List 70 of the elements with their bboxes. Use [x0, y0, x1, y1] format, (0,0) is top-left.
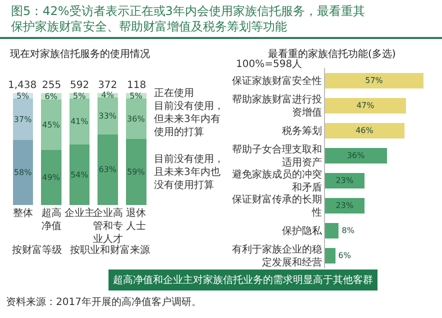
y-tick-label: 帮助子女合理支取和适用资产: [232, 144, 322, 168]
data-label: 58%: [14, 168, 32, 178]
bar: [98, 134, 118, 205]
text: 按职业和财富来源: [70, 244, 150, 256]
bar: [12, 140, 34, 205]
data-label: 5%: [130, 91, 143, 100]
bar: [324, 222, 339, 238]
data-label: 37%: [14, 114, 32, 124]
x-tick-label: 企业高管和专业人才: [92, 207, 123, 245]
bar: [41, 100, 62, 150]
y-tick-label: 保护隐私: [282, 225, 323, 237]
data-label: 49%: [42, 173, 60, 182]
data-label: 5%: [73, 91, 86, 100]
data-label: 6%: [338, 251, 352, 260]
data-label: 8%: [342, 226, 355, 235]
data-label: 57%: [365, 76, 384, 85]
bar: [324, 248, 336, 264]
data-label: 4%: [101, 90, 114, 100]
annotation: 255: [42, 80, 62, 91]
annotation: 118: [127, 80, 146, 91]
data-label: 45%: [42, 120, 60, 130]
bar: [324, 72, 424, 88]
bar: [126, 138, 146, 205]
bar: [324, 198, 365, 214]
chart-title: 现在对家族信托服务的使用情况: [10, 48, 150, 60]
bar: [126, 98, 146, 139]
y-tick-label: 帮助家族财富进行投资增值: [232, 94, 322, 118]
bar: [324, 98, 406, 114]
text: 超高净值和企业主对家族信托业务的需求明显高于其他客群: [113, 274, 373, 286]
text: 资料来源：2017年开展的高净值客户调研。: [6, 296, 202, 308]
data-label: 41%: [70, 117, 89, 126]
annotation: 592: [70, 80, 90, 91]
bar: [12, 98, 34, 140]
bar: [69, 98, 90, 145]
bar: [324, 148, 388, 164]
data-label: 6%: [44, 92, 58, 101]
x-tick-label: 整体: [12, 207, 33, 219]
y-tick-label: 避免家族成员的冲突和矛盾: [232, 168, 322, 194]
y-tick-label: 有利于家族企业的稳定发展和经营: [232, 244, 322, 268]
chart-subtitle: 100%=598人: [236, 59, 302, 70]
annotation: 1,438: [8, 80, 37, 91]
chart-title: 最看重的家族信托功能(多选): [268, 48, 396, 60]
series-label: 正在使用: [154, 87, 194, 99]
data-label: 23%: [336, 176, 354, 185]
y-tick-label: 保证财富传承的长期性: [232, 194, 322, 218]
data-label: 5%: [16, 91, 30, 100]
data-label: 47%: [356, 101, 375, 110]
data-label: 23%: [336, 201, 354, 210]
data-label: 36%: [346, 151, 366, 160]
series-label: 目前没有使用，且未来3年内也没有使用打算: [154, 153, 224, 191]
data-label: 36%: [127, 114, 146, 124]
bar: [98, 97, 118, 134]
bar: [69, 144, 90, 205]
data-label: 46%: [356, 126, 374, 135]
data-label: 63%: [98, 165, 117, 174]
bar: [41, 150, 62, 205]
x-tick-label: 退休人士: [126, 207, 146, 232]
bar: [324, 122, 404, 138]
y-tick-label: 税务筹划: [282, 125, 322, 137]
bar: [324, 172, 365, 188]
text: 按财富等级: [12, 244, 62, 256]
x-tick-label: 企业主: [64, 207, 95, 219]
data-label: 59%: [127, 167, 146, 176]
series-label: 目前没有使用，但未来3年内有使用的打算: [154, 100, 224, 138]
data-label: 33%: [98, 111, 117, 120]
x-tick-label: 超高净值: [41, 207, 62, 232]
data-label: 54%: [70, 170, 89, 180]
y-tick-label: 保证家族财富安全性: [232, 75, 322, 87]
text: 图5：42%受访者表示正在或3年内会使用家族信托服务，最看重其保护家族财富安全、帮助财富增值及税务筹划等功能: [11, 4, 365, 34]
annotation: 372: [98, 80, 118, 91]
